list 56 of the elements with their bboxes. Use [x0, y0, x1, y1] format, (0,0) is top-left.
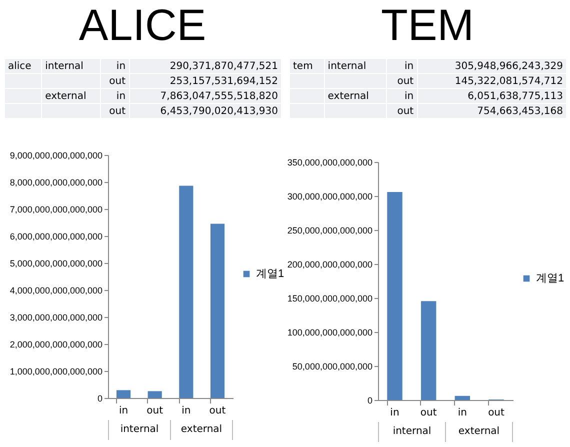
text: external	[45, 90, 86, 102]
text: internal	[45, 60, 84, 72]
text: 253,157,531,694,152	[129, 74, 282, 88]
x-tick-label: out	[209, 406, 226, 416]
text: 6,051,638,775,113	[417, 88, 566, 104]
y-tick-label: 0	[97, 394, 102, 404]
category-label: in	[404, 90, 414, 102]
y-tick-label: 350,000,000,000,000	[287, 158, 372, 168]
y-tick-label: 150,000,000,000,000	[287, 294, 372, 304]
y-tick-label: 2,000,000,000,000,000	[10, 340, 102, 350]
legend-label: 계열1	[536, 272, 564, 284]
y-tick-label: 8,000,000,000,000,000	[10, 178, 102, 188]
text: 6,453,790,020,413,930	[129, 104, 282, 118]
y-tick-label: 50,000,000,000,000	[292, 362, 372, 372]
text: internal	[108, 420, 170, 440]
category-label: out	[109, 76, 126, 86]
y-tick-label: 0	[367, 396, 372, 406]
category-label: out	[397, 106, 414, 116]
text: internal	[328, 60, 366, 72]
y-tick-label: 4,000,000,000,000,000	[10, 286, 102, 296]
text: tem	[290, 58, 324, 74]
y-tick-label: 300,000,000,000,000	[287, 192, 372, 202]
x-tick-label: in	[458, 408, 467, 418]
text: internal	[378, 422, 445, 442]
x-tick-label: in	[182, 406, 191, 416]
category-label: out	[109, 106, 126, 116]
category-label: in	[404, 60, 414, 72]
x-tick-label: in	[390, 408, 400, 418]
x-tick-label: out	[488, 408, 505, 418]
text: 145,322,081,574,712	[417, 74, 566, 88]
y-tick-label: 3,000,000,000,000,000	[10, 312, 102, 322]
chart-title: ALICE	[78, 0, 208, 52]
text: 7,863,047,555,518,820	[129, 88, 282, 104]
text: alice	[4, 58, 42, 74]
text: 290,371,870,477,521	[129, 58, 282, 74]
text: external	[445, 422, 513, 442]
y-tick-label: 1,000,000,000,000,000	[10, 366, 102, 376]
category-label: in	[116, 60, 126, 72]
category-label: in	[116, 90, 126, 102]
y-tick-label: 100,000,000,000,000	[287, 328, 372, 338]
x-tick-label: out	[146, 406, 164, 416]
y-tick-label: 6,000,000,000,000,000	[10, 232, 102, 242]
legend-label: 계열1	[256, 268, 284, 280]
category-label: out	[397, 76, 414, 86]
text: external	[170, 420, 233, 440]
text: 754,663,453,168	[417, 104, 566, 118]
y-tick-label: 250,000,000,000,000	[287, 226, 372, 236]
x-tick-label: out	[420, 408, 437, 418]
text: external	[328, 90, 369, 102]
y-tick-label: 200,000,000,000,000	[287, 260, 372, 270]
x-tick-label: in	[118, 406, 128, 416]
y-tick-label: 7,000,000,000,000,000	[10, 204, 102, 214]
y-tick-label: 9,000,000,000,000,000	[10, 150, 102, 160]
y-tick-label: 5,000,000,000,000,000	[10, 258, 102, 268]
text: 305,948,966,243,329	[417, 58, 566, 74]
chart-title: TEM	[380, 0, 475, 52]
